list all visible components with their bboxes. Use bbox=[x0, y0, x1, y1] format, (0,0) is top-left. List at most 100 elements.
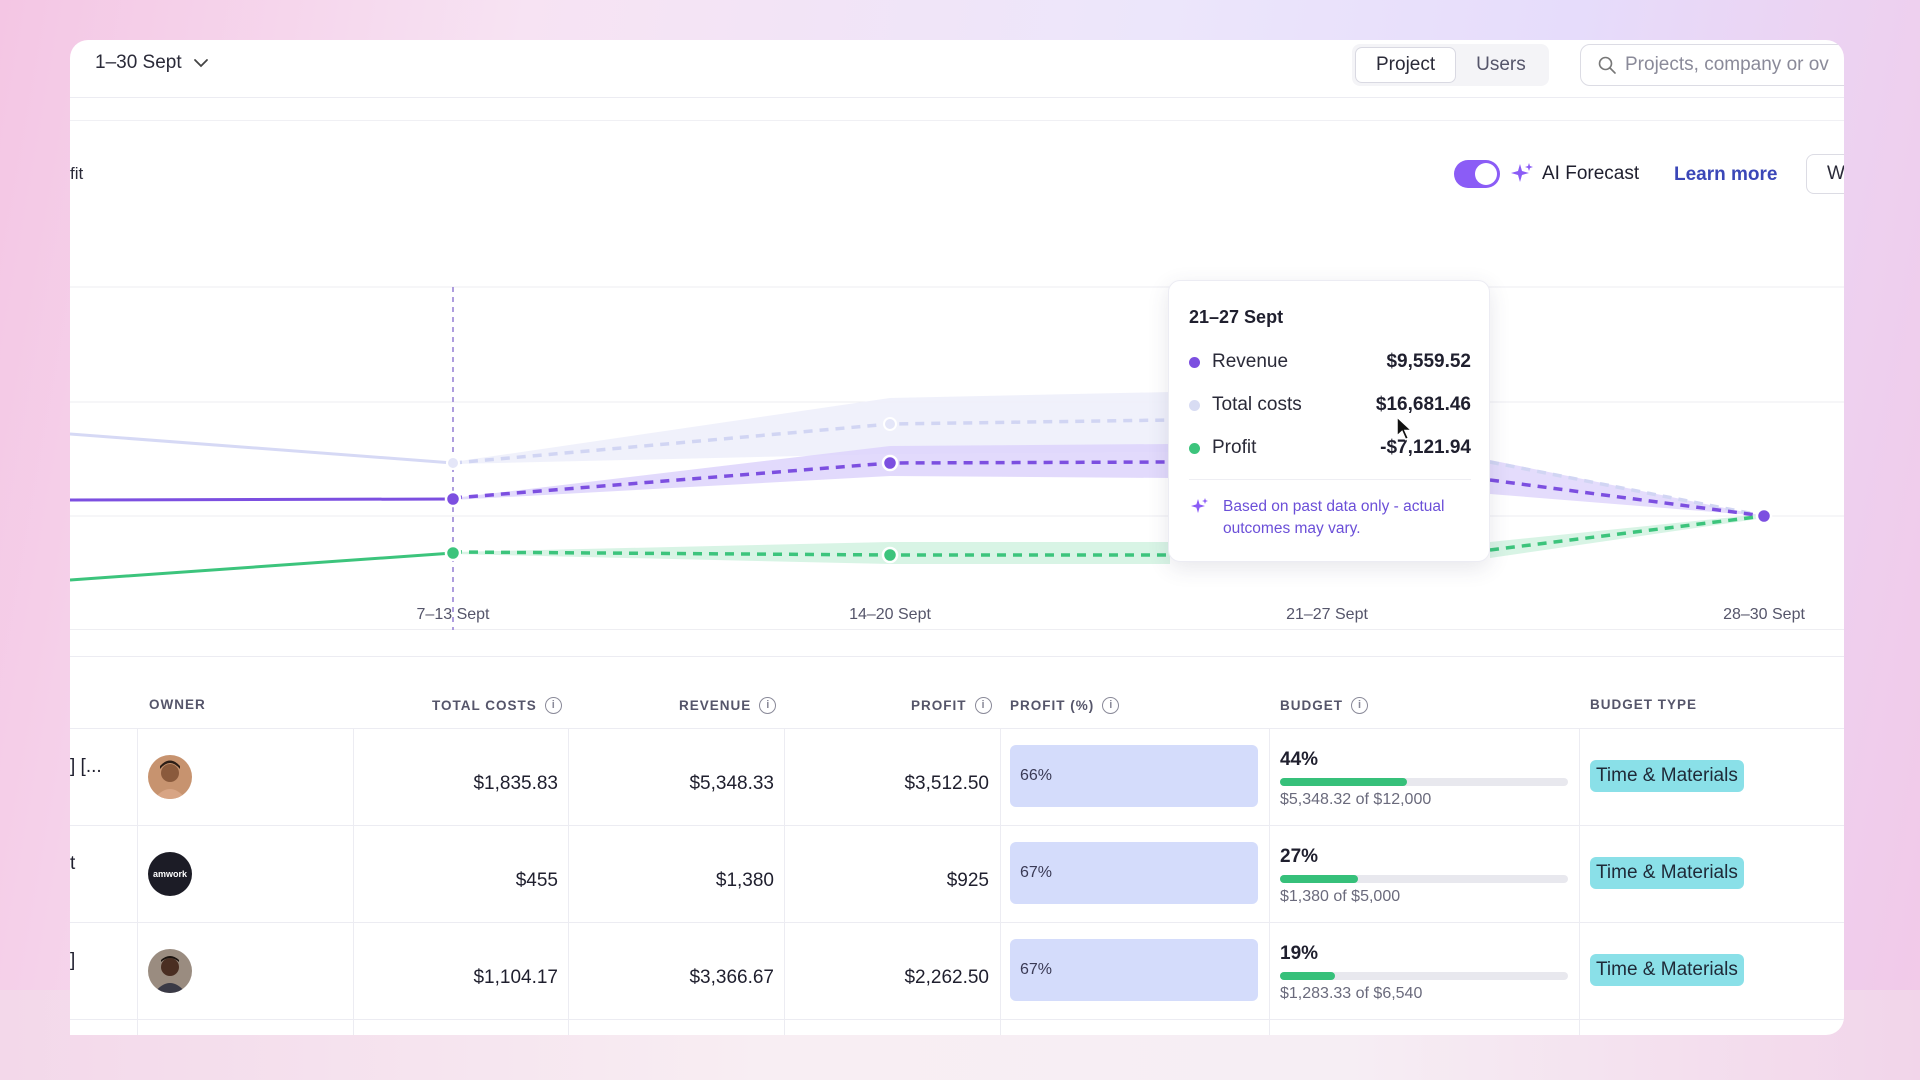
total-costs-cell: $1,104.17 bbox=[473, 967, 558, 988]
column-header-profit[interactable]: PROFIT i bbox=[911, 697, 992, 714]
table-top-border bbox=[70, 656, 1844, 657]
chart-title-fragment: fit bbox=[70, 164, 84, 183]
chart-tooltip: 21–27 Sept Revenue $9,559.52 Total costs… bbox=[1168, 280, 1490, 562]
revenue-cell: $3,366.67 bbox=[689, 967, 774, 988]
tooltip-title: 21–27 Sept bbox=[1189, 307, 1284, 327]
total-costs-point[interactable] bbox=[883, 417, 897, 431]
view-switch: Project Users bbox=[1352, 44, 1549, 86]
profit-pct-cell: 67% bbox=[1010, 939, 1258, 1001]
learn-more-link[interactable]: Learn more bbox=[1674, 164, 1778, 185]
revenue-point[interactable] bbox=[881, 454, 899, 472]
ai-forecast-toggle[interactable] bbox=[1454, 160, 1500, 188]
tooltip-value: $16,681.46 bbox=[1375, 394, 1471, 415]
budget-pct: 44% bbox=[1280, 749, 1319, 770]
column-divider bbox=[137, 728, 138, 1035]
row-divider bbox=[70, 922, 1844, 923]
tab-users[interactable]: Users bbox=[1476, 54, 1526, 75]
tooltip-value: $9,559.52 bbox=[1386, 351, 1471, 372]
tooltip-row-total-costs: Total costs $16,681.46 bbox=[1189, 392, 1471, 418]
profit-point[interactable] bbox=[444, 544, 462, 562]
total-costs-cell: $1,835.83 bbox=[473, 773, 558, 794]
budget-progress-fill bbox=[1280, 972, 1335, 980]
info-icon[interactable]: i bbox=[544, 697, 562, 714]
budget-progress-bar bbox=[1280, 875, 1568, 883]
header-label: PROFIT (%) bbox=[1010, 698, 1095, 713]
budget-detail: $1,380 of $5,000 bbox=[1280, 888, 1401, 905]
legend-dot-profit bbox=[1189, 442, 1200, 454]
project-name-fragment: ] bbox=[70, 950, 76, 971]
divider bbox=[70, 120, 1844, 121]
info-icon[interactable]: i bbox=[974, 697, 992, 714]
search-icon bbox=[1598, 56, 1616, 74]
budget-detail: $1,283.33 of $6,540 bbox=[1280, 985, 1423, 1002]
revenue-point[interactable] bbox=[444, 490, 462, 508]
profit-forecast-band-right bbox=[1490, 514, 1764, 558]
header-label: BUDGET TYPE bbox=[1590, 697, 1698, 712]
search-box bbox=[1580, 44, 1844, 86]
profit-cell: $3,512.50 bbox=[904, 773, 989, 794]
ai-forecast-label-group: AI Forecast bbox=[1510, 162, 1639, 186]
total-costs-cell: $455 bbox=[515, 870, 558, 891]
revenue-forecast-band-right bbox=[1490, 460, 1764, 516]
column-header-profit-pct[interactable]: PROFIT (%) i bbox=[1010, 697, 1120, 714]
company-logo-text: amwork bbox=[152, 869, 187, 879]
profit-chart bbox=[70, 286, 1844, 630]
legend-dot-total-costs bbox=[1189, 399, 1200, 411]
tab-project[interactable]: Project bbox=[1355, 47, 1457, 83]
column-header-revenue[interactable]: REVENUE i bbox=[679, 697, 777, 714]
x-tick-label: 14–20 Sept bbox=[849, 606, 931, 623]
budget-pct: 27% bbox=[1280, 846, 1319, 867]
column-divider bbox=[568, 728, 569, 1035]
revenue-cell: $5,348.33 bbox=[689, 773, 774, 794]
sparkle-icon bbox=[1191, 498, 1208, 513]
info-icon[interactable]: i bbox=[1351, 697, 1368, 714]
owner-avatar[interactable] bbox=[148, 949, 192, 993]
row-divider bbox=[70, 1019, 1844, 1020]
profit-point[interactable] bbox=[881, 546, 899, 564]
tooltip-row-revenue: Revenue $9,559.52 bbox=[1189, 349, 1471, 375]
row-divider bbox=[70, 825, 1844, 826]
owner-avatar[interactable]: amwork bbox=[148, 852, 192, 896]
header-label: REVENUE bbox=[679, 698, 752, 713]
budget-pct: 19% bbox=[1280, 943, 1319, 964]
header-label: TOTAL COSTS bbox=[432, 698, 537, 713]
x-tick-label: 21–27 Sept bbox=[1286, 606, 1368, 623]
legend-dot-revenue bbox=[1189, 356, 1200, 368]
budget-progress-fill bbox=[1280, 875, 1358, 883]
tooltip-label: Profit bbox=[1212, 437, 1257, 458]
column-divider bbox=[1269, 728, 1270, 1035]
profit-pct-cell: 66% bbox=[1010, 745, 1258, 807]
project-name-fragment: ] [... bbox=[70, 756, 102, 777]
tooltip-label: Total costs bbox=[1212, 394, 1302, 415]
search-input[interactable] bbox=[1625, 54, 1844, 76]
profit-cell: $925 bbox=[946, 870, 989, 891]
tooltip-row-profit: Profit -$7,121.94 bbox=[1189, 435, 1471, 461]
revenue-point[interactable] bbox=[1755, 507, 1773, 525]
column-divider bbox=[353, 728, 354, 1035]
info-icon[interactable]: i bbox=[759, 697, 777, 714]
column-header-owner[interactable]: OWNER bbox=[149, 697, 206, 712]
w-button[interactable]: W bbox=[1806, 154, 1844, 194]
date-range-label: 1–30 Sept bbox=[95, 52, 182, 73]
ai-forecast-label: AI Forecast bbox=[1542, 163, 1640, 184]
total-costs-point[interactable] bbox=[446, 456, 460, 470]
budget-progress-bar bbox=[1280, 972, 1568, 980]
budget-type-badge: Time & Materials bbox=[1590, 954, 1744, 986]
budget-detail: $5,348.32 of $12,000 bbox=[1280, 791, 1432, 808]
column-header-total-costs[interactable]: TOTAL COSTS i bbox=[432, 697, 562, 714]
mouse-cursor-icon bbox=[1396, 416, 1414, 441]
top-bar: 1–30 Sept Project Users bbox=[70, 40, 1844, 98]
header-label: OWNER bbox=[149, 697, 206, 712]
budget-type-badge: Time & Materials bbox=[1590, 857, 1744, 889]
info-icon[interactable]: i bbox=[1102, 697, 1120, 714]
column-header-budget[interactable]: BUDGET i bbox=[1280, 697, 1368, 714]
tooltip-label: Revenue bbox=[1212, 351, 1289, 372]
date-range-picker[interactable]: 1–30 Sept bbox=[95, 52, 210, 74]
x-tick-label: 28–30 Sept bbox=[1723, 606, 1805, 623]
budget-progress-bar bbox=[1280, 778, 1568, 786]
header-label: PROFIT bbox=[911, 698, 967, 713]
owner-avatar[interactable] bbox=[148, 755, 192, 799]
column-header-budget-type[interactable]: BUDGET TYPE bbox=[1590, 697, 1697, 712]
profit-line bbox=[70, 551, 454, 582]
budget-type-badge: Time & Materials bbox=[1590, 760, 1744, 792]
